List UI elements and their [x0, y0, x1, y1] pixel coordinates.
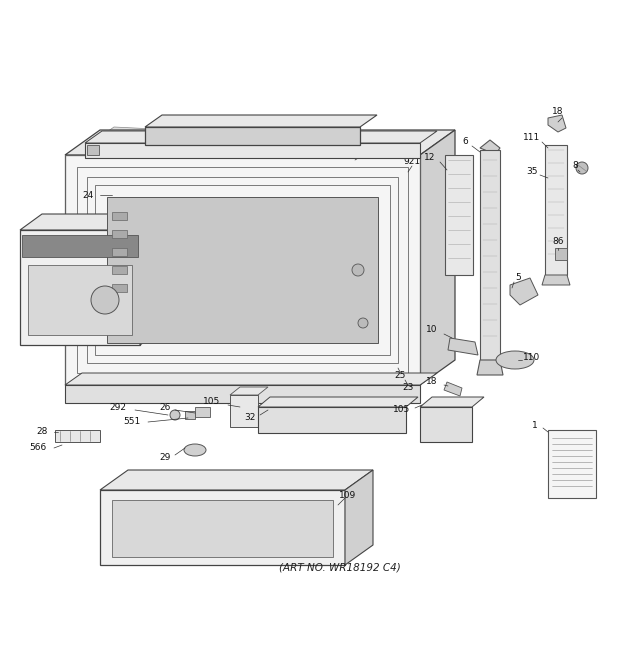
Text: 102: 102 — [231, 134, 249, 143]
Text: 8: 8 — [572, 161, 578, 169]
Circle shape — [91, 286, 119, 314]
Bar — [112, 284, 127, 292]
Text: 22: 22 — [34, 290, 46, 299]
Polygon shape — [81, 135, 437, 155]
Bar — [112, 230, 127, 238]
Text: 18: 18 — [552, 108, 564, 116]
Bar — [258, 407, 406, 433]
Text: 105: 105 — [203, 397, 221, 407]
Text: 566: 566 — [29, 444, 46, 453]
Text: 109: 109 — [339, 490, 356, 500]
Polygon shape — [73, 139, 437, 155]
Polygon shape — [100, 470, 373, 490]
Polygon shape — [444, 382, 462, 396]
Polygon shape — [230, 387, 268, 395]
Text: 32: 32 — [244, 414, 255, 422]
Text: ereplacementparts.com: ereplacementparts.com — [179, 305, 321, 319]
Bar — [100, 490, 345, 565]
Polygon shape — [420, 130, 455, 385]
Bar — [107, 197, 378, 343]
Ellipse shape — [496, 351, 534, 369]
Bar — [555, 248, 567, 260]
Circle shape — [352, 264, 364, 276]
Text: 28: 28 — [37, 428, 48, 436]
Ellipse shape — [184, 444, 206, 456]
Bar — [22, 235, 138, 257]
Bar — [28, 265, 132, 335]
Text: 111: 111 — [523, 134, 541, 143]
Text: 5: 5 — [515, 274, 521, 282]
Polygon shape — [345, 470, 373, 565]
Bar — [545, 145, 567, 275]
Text: 110: 110 — [523, 354, 541, 362]
Text: 4: 4 — [39, 247, 45, 256]
Text: 35: 35 — [526, 167, 538, 176]
Bar — [185, 411, 195, 419]
Text: 24: 24 — [82, 190, 94, 200]
Polygon shape — [65, 130, 455, 155]
Polygon shape — [89, 131, 437, 155]
Bar — [112, 266, 127, 274]
Circle shape — [170, 410, 180, 420]
Bar — [548, 430, 596, 498]
Circle shape — [358, 318, 368, 328]
Text: 900: 900 — [360, 143, 376, 153]
Bar — [145, 127, 360, 145]
Polygon shape — [258, 397, 418, 407]
Text: 30: 30 — [194, 134, 206, 143]
Text: 551: 551 — [123, 418, 141, 426]
Bar — [87, 177, 398, 363]
Text: 6: 6 — [462, 137, 468, 147]
Polygon shape — [480, 150, 500, 360]
Circle shape — [576, 162, 588, 174]
Text: 14: 14 — [312, 128, 324, 137]
Polygon shape — [542, 275, 570, 285]
Text: 26: 26 — [159, 403, 170, 412]
Bar — [112, 500, 333, 557]
Text: 105: 105 — [393, 405, 410, 414]
Text: 18: 18 — [427, 377, 438, 387]
Polygon shape — [510, 278, 538, 305]
Text: 29: 29 — [159, 453, 170, 463]
Polygon shape — [420, 397, 484, 407]
Bar — [55, 430, 100, 442]
Bar — [77, 167, 408, 373]
Polygon shape — [195, 407, 210, 417]
Text: 86: 86 — [552, 237, 564, 247]
Bar — [87, 145, 99, 155]
Bar — [445, 155, 473, 275]
Bar — [112, 248, 127, 256]
Text: 292: 292 — [110, 403, 126, 412]
Polygon shape — [480, 140, 500, 155]
Text: 921: 921 — [404, 157, 420, 167]
Bar — [65, 385, 420, 403]
Polygon shape — [548, 115, 566, 132]
Polygon shape — [448, 338, 478, 355]
Polygon shape — [477, 360, 503, 375]
Bar — [230, 395, 258, 427]
Bar — [420, 407, 472, 442]
Text: (ART NO. WR18192 C4): (ART NO. WR18192 C4) — [279, 563, 401, 573]
Text: 1: 1 — [532, 420, 538, 430]
Bar — [65, 155, 420, 385]
Text: 12: 12 — [424, 153, 436, 163]
Polygon shape — [140, 214, 162, 345]
Polygon shape — [145, 115, 377, 127]
Bar — [112, 212, 127, 220]
Polygon shape — [20, 214, 162, 230]
Text: 27: 27 — [143, 143, 154, 153]
Bar — [20, 230, 140, 345]
Polygon shape — [85, 131, 437, 143]
Text: 23: 23 — [402, 383, 414, 393]
Text: 10: 10 — [427, 325, 438, 334]
Bar — [65, 155, 420, 385]
Polygon shape — [97, 127, 437, 155]
Text: 25: 25 — [394, 371, 405, 379]
Bar — [95, 185, 390, 355]
Polygon shape — [65, 373, 437, 385]
Bar — [85, 143, 420, 158]
